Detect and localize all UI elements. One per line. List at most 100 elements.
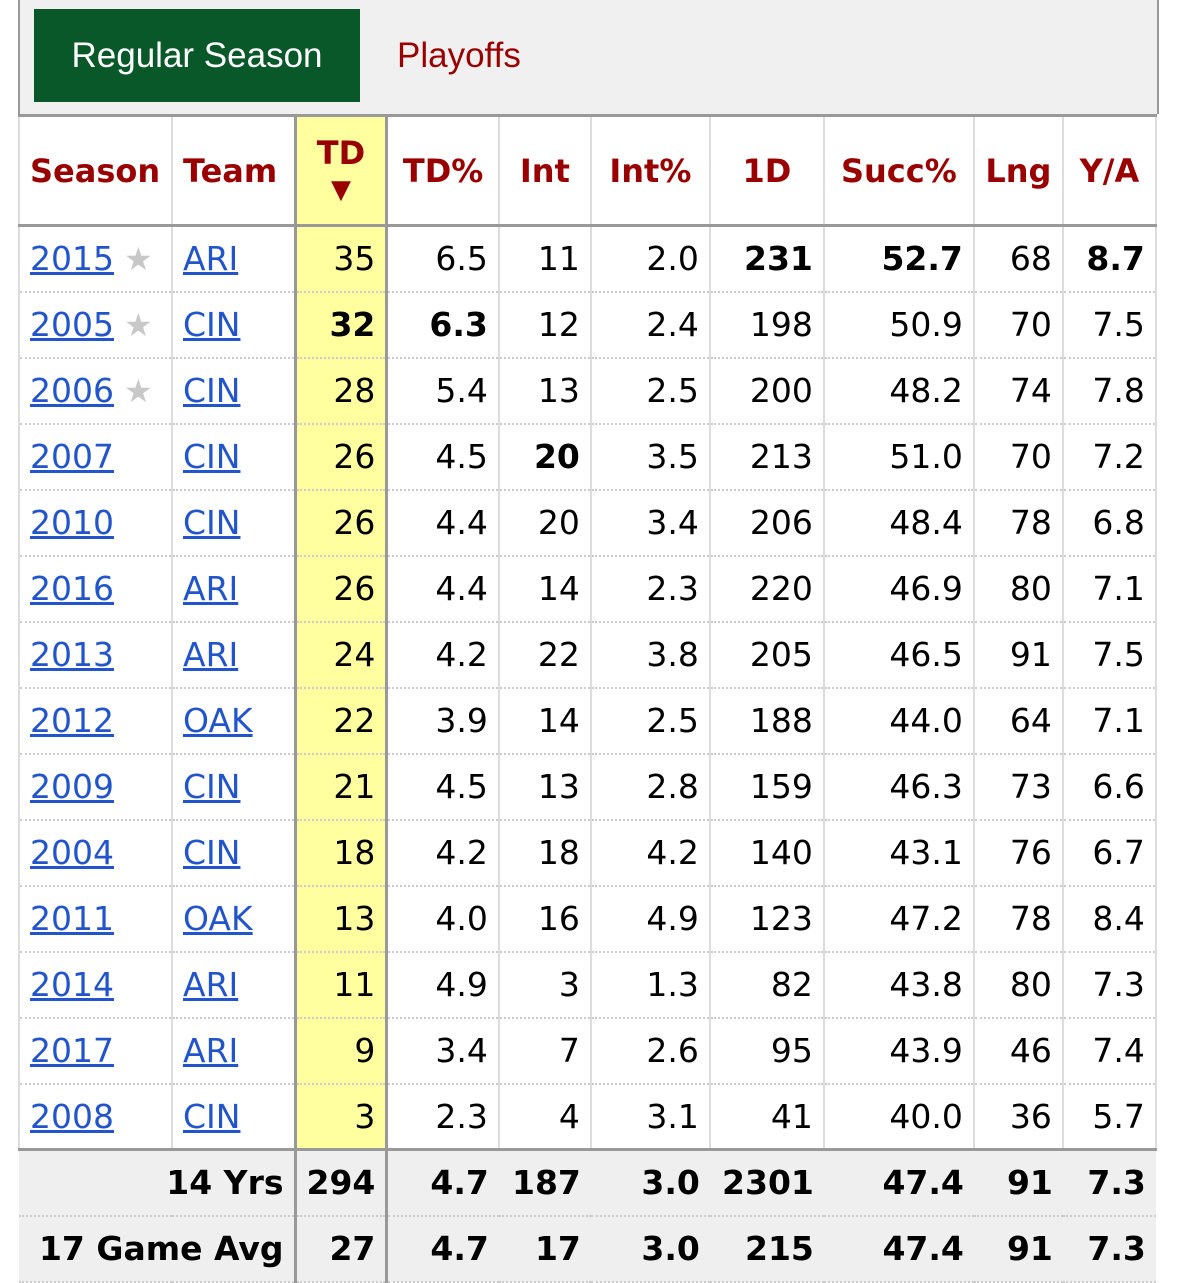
table-row: 2010 CIN 26 4.4 20 3.4 206 48.4 78 6.8 xyxy=(18,489,1157,557)
team-link[interactable]: CIN xyxy=(183,503,241,542)
first-downs-cell: 41 xyxy=(708,1083,825,1151)
int-cell: 22 xyxy=(497,621,592,689)
long-cell: 70 xyxy=(972,291,1064,359)
tab-regular-season[interactable]: Regular Season xyxy=(34,9,360,102)
season-link[interactable]: 2007 xyxy=(30,437,114,476)
td-pct-cell: 3.4 xyxy=(385,1017,500,1085)
table-row: 2011 OAK 13 4.0 16 4.9 123 47.2 78 8.4 xyxy=(18,885,1157,953)
col-header-int[interactable]: Int xyxy=(497,114,592,227)
int-cell: 18 xyxy=(497,819,592,887)
int-cell: 16 xyxy=(497,885,592,953)
col-header-int-pct[interactable]: Int% xyxy=(589,114,711,227)
pro-bowl-star-icon: ★ xyxy=(123,306,153,344)
td-pct-cell: 4.2 xyxy=(385,621,500,689)
team-link[interactable]: ARI xyxy=(183,965,239,1004)
season-link[interactable]: 2008 xyxy=(30,1096,114,1136)
int-pct-cell: 2.6 xyxy=(589,1017,711,1085)
season-link[interactable]: 2009 xyxy=(30,767,114,806)
td-cell: 24 xyxy=(293,621,389,689)
success-pct-cell: 52.7 xyxy=(822,225,975,293)
season-cell: 2010 xyxy=(18,489,173,557)
success-pct-cell: 40.0 xyxy=(822,1083,975,1151)
td-cell: 3 xyxy=(293,1083,389,1151)
season-type-tabbar: Regular Season Playoffs xyxy=(18,0,1159,114)
td-pct-cell: 4.7 xyxy=(386,1149,499,1217)
team-cell: ARI xyxy=(171,621,296,689)
first-downs-cell: 2301 xyxy=(709,1149,824,1217)
td-cell: 9 xyxy=(293,1017,389,1085)
col-header-yards-per-attempt[interactable]: Y/A xyxy=(1061,114,1157,227)
team-link[interactable]: ARI xyxy=(183,635,239,674)
col-header-team[interactable]: Team xyxy=(171,114,296,227)
team-link[interactable]: ARI xyxy=(183,569,239,608)
first-downs-cell: 220 xyxy=(708,555,825,623)
team-link[interactable]: ARI xyxy=(183,1031,239,1070)
season-link[interactable]: 2005 xyxy=(30,305,114,344)
season-link[interactable]: 2014 xyxy=(30,965,114,1004)
int-pct-cell: 3.0 xyxy=(590,1149,710,1217)
team-link[interactable]: ARI xyxy=(183,239,239,279)
int-cell: 187 xyxy=(498,1149,591,1217)
success-pct-cell: 46.5 xyxy=(822,621,975,689)
int-pct-cell: 2.5 xyxy=(589,357,711,425)
table-row: 2012 OAK 22 3.9 14 2.5 188 44.0 64 7.1 xyxy=(18,687,1157,755)
season-link[interactable]: 2017 xyxy=(30,1031,114,1070)
col-header-long[interactable]: Lng xyxy=(972,114,1064,227)
int-pct-cell: 2.8 xyxy=(589,753,711,821)
tab-playoffs[interactable]: Playoffs xyxy=(397,35,521,75)
team-link[interactable]: OAK xyxy=(183,899,253,938)
yards-per-attempt-cell: 6.7 xyxy=(1061,819,1157,887)
col-header-td-label: TD xyxy=(316,133,366,172)
team-link[interactable]: CIN xyxy=(183,1096,241,1136)
td-pct-cell: 3.9 xyxy=(385,687,500,755)
team-cell: ARI xyxy=(171,951,296,1019)
season-link[interactable]: 2006 xyxy=(30,371,114,410)
team-link[interactable]: CIN xyxy=(183,305,241,344)
first-downs-cell: 140 xyxy=(708,819,825,887)
yards-per-attempt-cell: 7.5 xyxy=(1061,291,1157,359)
season-cell: 2007 xyxy=(18,423,173,491)
season-link[interactable]: 2010 xyxy=(30,503,114,542)
team-link[interactable]: OAK xyxy=(183,701,253,740)
team-cell: CIN xyxy=(171,819,296,887)
int-pct-cell: 4.2 xyxy=(589,819,711,887)
col-header-td-pct[interactable]: TD% xyxy=(385,114,500,227)
long-cell: 78 xyxy=(972,885,1064,953)
season-link[interactable]: 2004 xyxy=(30,833,114,872)
table-row: 2017 ARI 9 3.4 7 2.6 95 43.9 46 7.4 xyxy=(18,1017,1157,1085)
success-pct-cell: 51.0 xyxy=(822,423,975,491)
team-link[interactable]: CIN xyxy=(183,437,241,476)
td-pct-cell: 4.4 xyxy=(385,555,500,623)
team-link[interactable]: CIN xyxy=(183,371,241,410)
pro-bowl-star-icon: ★ xyxy=(123,240,153,279)
int-pct-cell: 3.8 xyxy=(589,621,711,689)
season-link[interactable]: 2011 xyxy=(30,899,114,938)
table-row: 2004 CIN 18 4.2 18 4.2 140 43.1 76 6.7 xyxy=(18,819,1157,887)
yards-per-attempt-cell: 7.2 xyxy=(1061,423,1157,491)
col-header-season[interactable]: Season xyxy=(18,114,173,227)
yards-per-attempt-cell: 7.3 xyxy=(1062,1215,1156,1283)
season-link[interactable]: 2015 xyxy=(30,239,114,279)
team-link[interactable]: CIN xyxy=(183,833,241,872)
int-cell: 17 xyxy=(498,1215,591,1283)
season-cell: 2014 xyxy=(18,951,173,1019)
season-link[interactable]: 2013 xyxy=(30,635,114,674)
yards-per-attempt-cell: 5.7 xyxy=(1061,1083,1157,1151)
col-header-first-downs[interactable]: 1D xyxy=(708,114,825,227)
yards-per-attempt-cell: 6.8 xyxy=(1061,489,1157,557)
int-cell: 13 xyxy=(497,753,592,821)
col-header-success-pct[interactable]: Succ% xyxy=(822,114,975,227)
td-cell: 294 xyxy=(293,1149,389,1217)
season-link[interactable]: 2012 xyxy=(30,701,114,740)
season-cell: 2015 ★ xyxy=(18,225,173,293)
td-cell: 26 xyxy=(293,423,389,491)
season-link[interactable]: 2016 xyxy=(30,569,114,608)
long-cell: 91 xyxy=(972,621,1064,689)
td-cell: 13 xyxy=(293,885,389,953)
int-pct-cell: 2.3 xyxy=(589,555,711,623)
team-link[interactable]: CIN xyxy=(183,767,241,806)
season-cell: 2006 ★ xyxy=(18,357,173,425)
col-header-td[interactable]: TD ▼ xyxy=(293,114,389,227)
long-cell: 68 xyxy=(972,225,1064,293)
table-row: 2009 CIN 21 4.5 13 2.8 159 46.3 73 6.6 xyxy=(18,753,1157,821)
